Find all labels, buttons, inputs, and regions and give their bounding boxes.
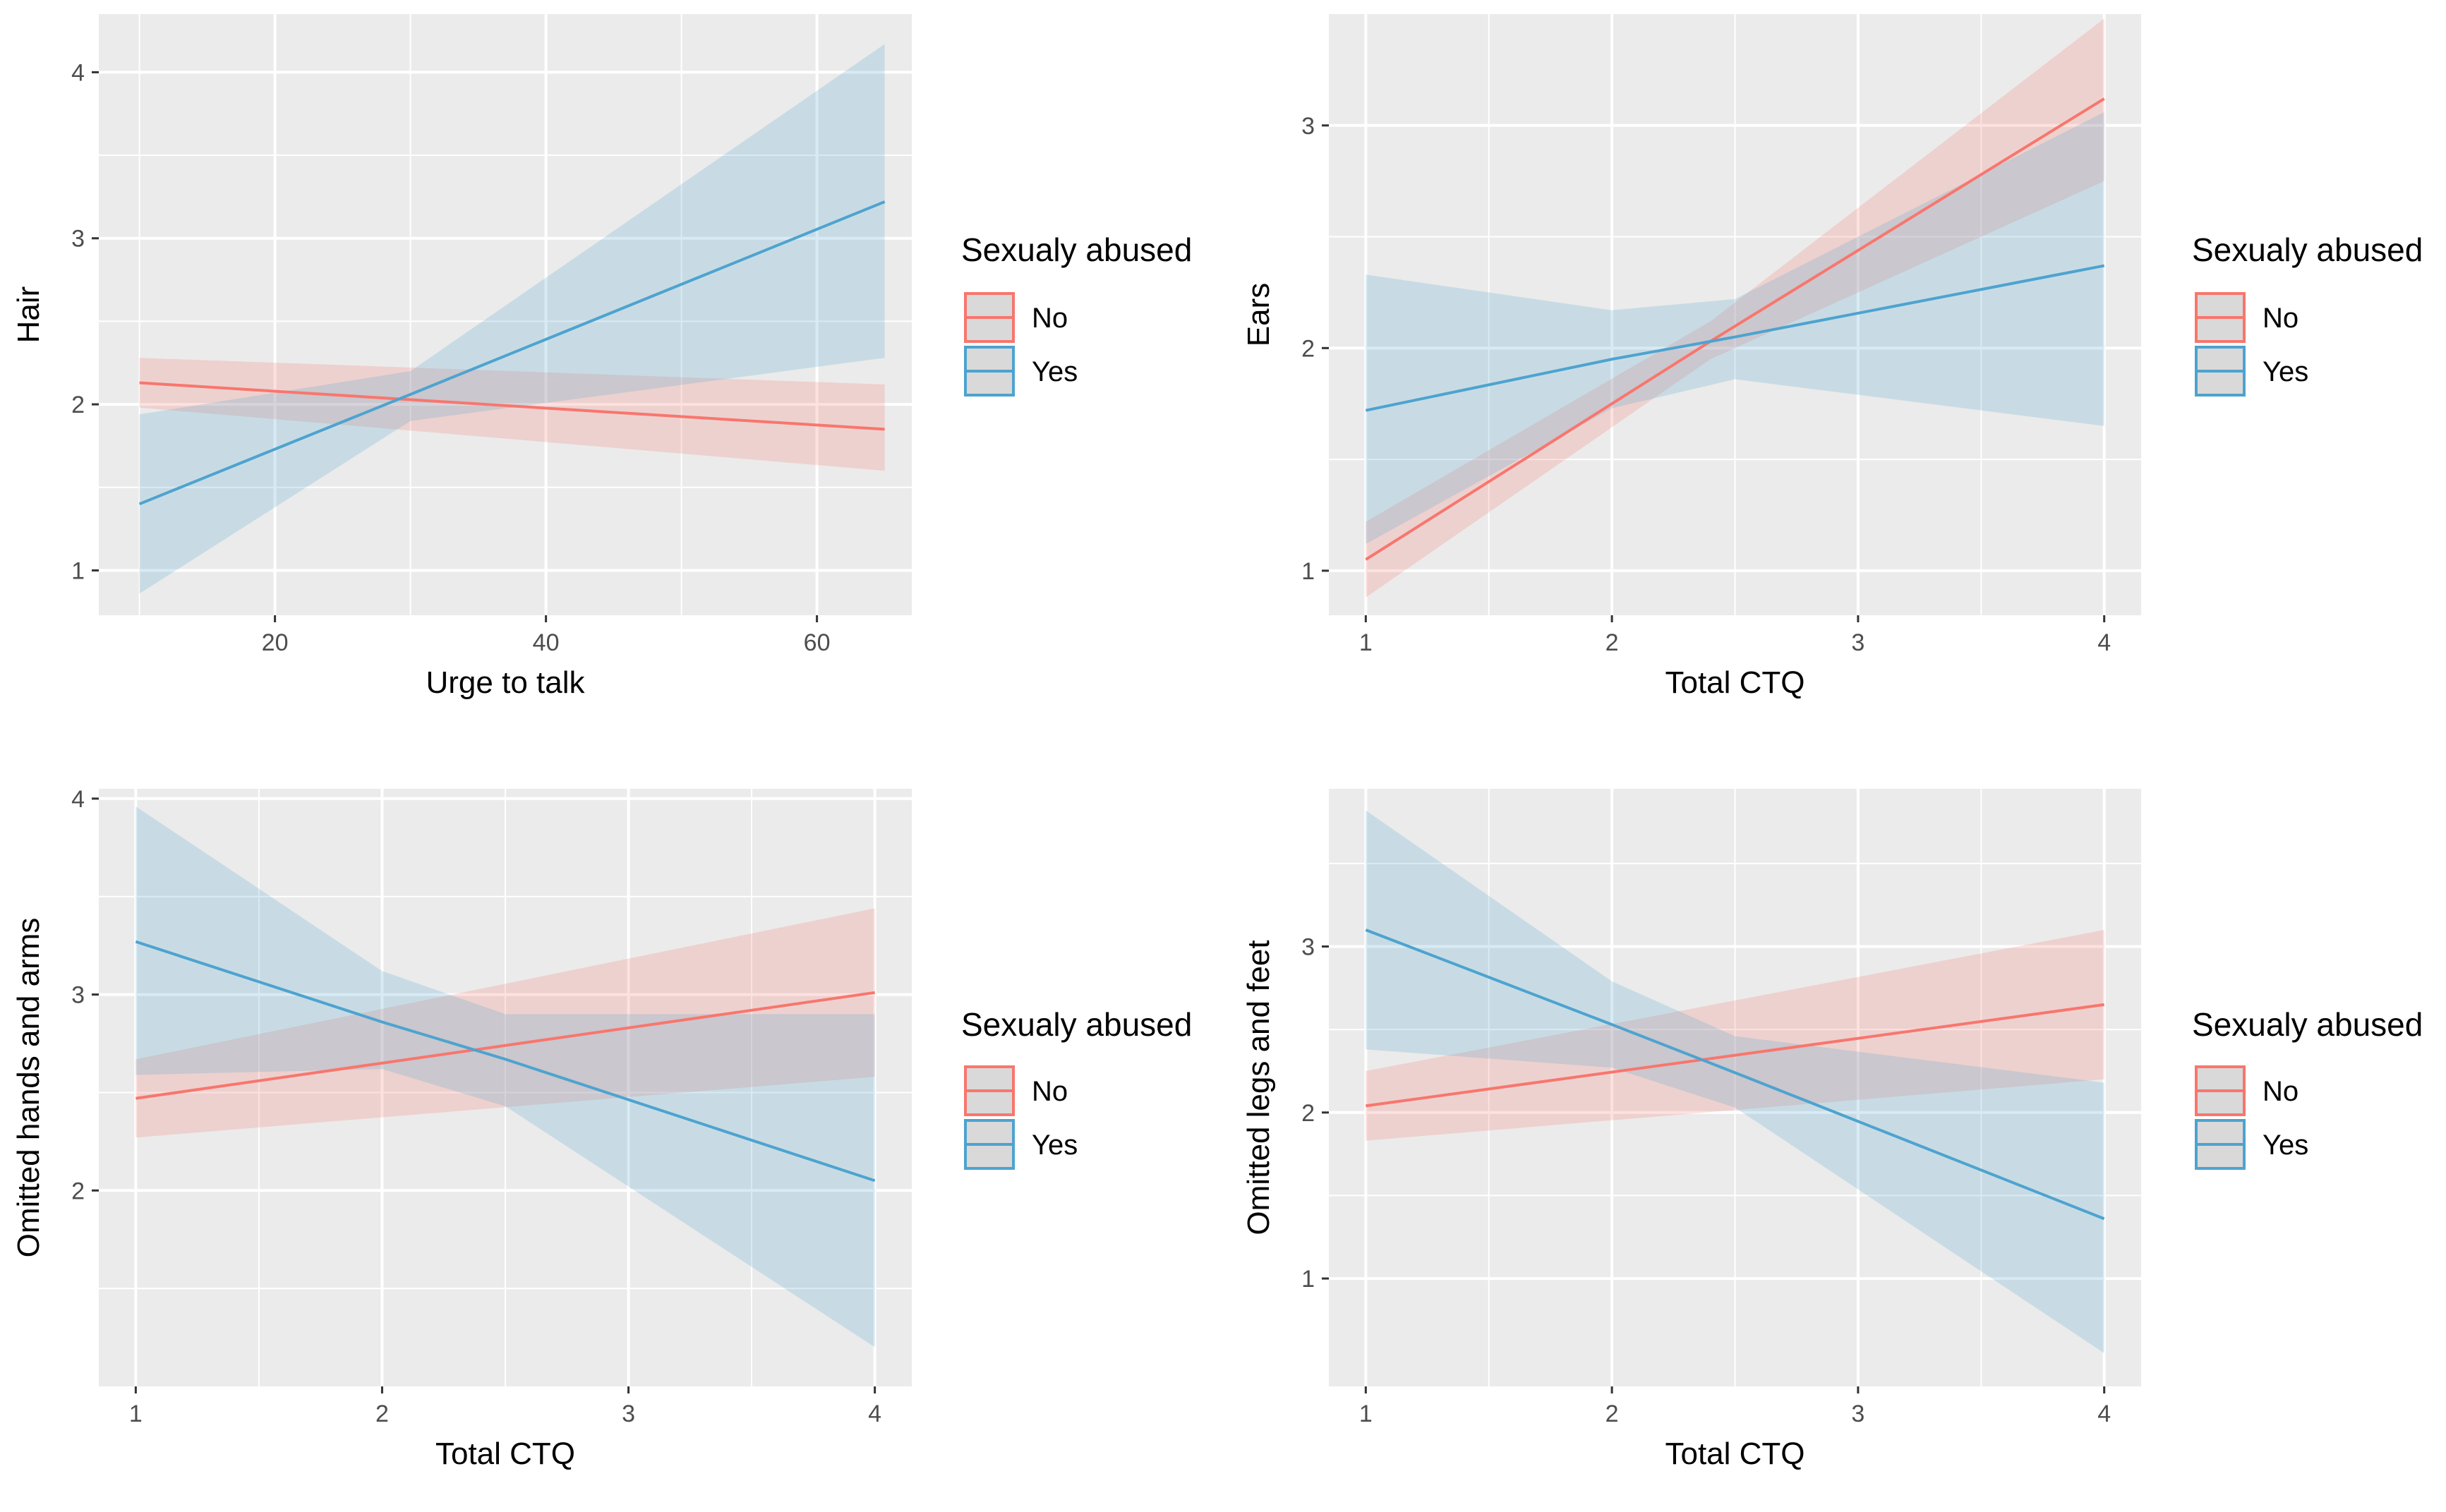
x-tick-label: 2	[375, 1401, 389, 1427]
series-line-yes	[138, 200, 886, 506]
x-tick-label: 40	[533, 629, 560, 656]
y-tick-label: 2	[71, 1178, 85, 1204]
y-axis-title: Omitted hands and arms	[11, 918, 46, 1258]
legend-key-yes	[2195, 346, 2246, 397]
x-tick-label: 3	[622, 1401, 635, 1427]
chart-3: 1 2 3 4 2 3 4 Total CTQ Omitted hands and arms Se…	[11, 786, 1192, 1471]
legend: Sexualy abused No Yes	[2192, 231, 2423, 397]
series-line-yes	[135, 940, 876, 1183]
x-tick-label: 4	[868, 1401, 881, 1427]
y-tick-label: 2	[71, 392, 85, 418]
y-axis-title: Ears	[1241, 283, 1276, 346]
y-tick-label: 1	[1301, 558, 1315, 585]
y-tick-label: 4	[71, 59, 85, 86]
legend-title: Sexualy abused	[961, 231, 1192, 268]
x-tick-label: 2	[1605, 629, 1619, 656]
ribbon-yes	[139, 44, 885, 594]
y-axis-title: Omitted legs and feet	[1241, 940, 1276, 1235]
y-tick-label: 4	[71, 786, 85, 813]
series-line-yes	[1365, 264, 2105, 412]
y-tick-label: 3	[1301, 934, 1315, 961]
x-tick-label: 3	[1851, 1401, 1864, 1427]
legend: Sexualy abused No Yes	[961, 231, 1192, 397]
legend-label-no: No	[2263, 1076, 2299, 1107]
ribbon-no	[139, 358, 885, 471]
chart-2: 1 2 3 4 1 2 3 Total CTQ Ears Sexualy abused No Yes	[1241, 14, 2423, 700]
series-line-no	[135, 991, 875, 1100]
series-line-no	[1366, 1003, 2104, 1108]
series-line-no	[139, 381, 885, 431]
y-tick-label: 3	[71, 982, 85, 1009]
ribbon-no	[1366, 18, 2104, 598]
legend-key-no	[964, 1065, 1015, 1116]
legend-key-yes	[2195, 1119, 2246, 1170]
legend-label-no: No	[2263, 303, 2299, 334]
x-tick-label: 4	[2097, 1401, 2111, 1427]
legend-key-no	[2195, 1065, 2246, 1116]
y-tick-label: 1	[1301, 1266, 1315, 1293]
x-tick-label: 1	[1359, 629, 1373, 656]
plot-panel	[99, 14, 912, 615]
x-tick-label: 20	[262, 629, 289, 656]
legend-label-yes: Yes	[1032, 1130, 1078, 1161]
y-axis-title: Hair	[11, 286, 46, 344]
legend-key-no	[964, 292, 1015, 343]
chart-1: 20 40 60 1 2 3 4 Urge to talk Hair Sexualy abused…	[11, 14, 1192, 700]
legend-label-yes: Yes	[2263, 1130, 2308, 1161]
y-tick-label: 2	[1301, 335, 1315, 362]
x-tick-label: 1	[129, 1401, 143, 1427]
ribbon-no	[135, 908, 875, 1138]
legend-title: Sexualy abused	[2192, 1006, 2423, 1043]
chart-4: 1 2 3 4 1 2 3 Total CTQ Omitted legs and feet Sex…	[1241, 789, 2423, 1471]
y-tick-label: 2	[1301, 1100, 1315, 1127]
legend-key-yes	[964, 346, 1015, 397]
y-tick-label: 3	[1301, 113, 1315, 140]
legend: Sexualy abused No Yes	[961, 1006, 1192, 1170]
x-axis-title: Total CTQ	[1665, 1437, 1805, 1471]
legend-title: Sexualy abused	[961, 1006, 1192, 1043]
legend-label-yes: Yes	[1032, 356, 1078, 387]
ribbon-yes	[1366, 810, 2104, 1353]
x-tick-label: 3	[1851, 629, 1864, 656]
legend-key-no	[2195, 292, 2246, 343]
x-axis-title: Total CTQ	[435, 1437, 575, 1471]
ribbon-no	[1366, 929, 2104, 1141]
x-tick-label: 4	[2097, 629, 2111, 656]
legend-title: Sexualy abused	[2192, 231, 2423, 268]
legend: Sexualy abused No Yes	[2192, 1006, 2423, 1170]
legend-key-yes	[964, 1119, 1015, 1170]
x-tick-label: 1	[1359, 1401, 1373, 1427]
legend-label-no: No	[1032, 303, 1068, 334]
y-tick-label: 3	[71, 226, 85, 253]
legend-label-yes: Yes	[2263, 356, 2308, 387]
x-tick-label: 60	[804, 629, 831, 656]
series-line-yes	[1365, 929, 2105, 1221]
x-axis-title: Total CTQ	[1665, 665, 1805, 700]
y-tick-label: 1	[71, 557, 85, 584]
ribbon-yes	[1366, 111, 2104, 545]
x-tick-label: 2	[1605, 1401, 1619, 1427]
x-axis-title: Urge to talk	[426, 665, 586, 700]
legend-label-no: No	[1032, 1076, 1068, 1107]
ribbon-yes	[135, 806, 875, 1348]
